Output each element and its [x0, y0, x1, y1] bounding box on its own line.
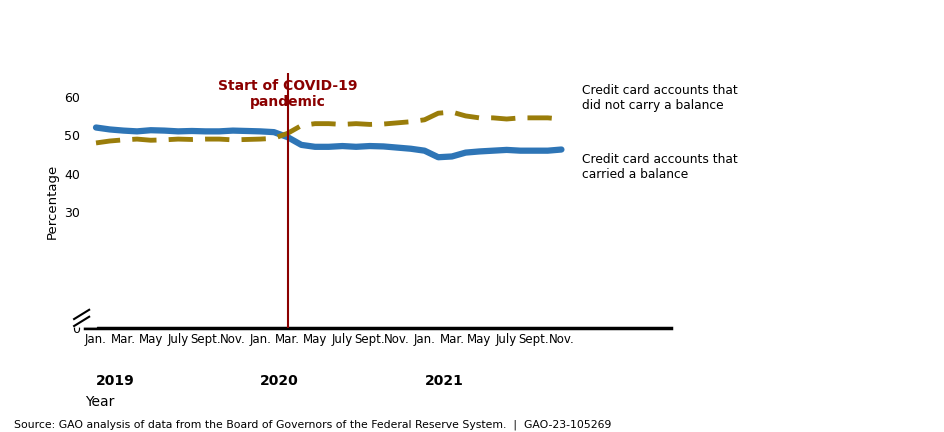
Text: 2019: 2019 [96, 374, 135, 388]
Text: Year: Year [85, 394, 114, 409]
Text: Start of COVID-19
pandemic: Start of COVID-19 pandemic [218, 79, 357, 109]
Text: Credit card accounts that
did not carry a balance: Credit card accounts that did not carry … [582, 84, 737, 112]
Text: 2021: 2021 [424, 374, 463, 388]
Y-axis label: Percentage: Percentage [45, 163, 59, 238]
Text: 2020: 2020 [260, 374, 298, 388]
Text: Source: GAO analysis of data from the Board of Governors of the Federal Reserve : Source: GAO analysis of data from the Bo… [14, 419, 611, 430]
Text: Credit card accounts that
carried a balance: Credit card accounts that carried a bala… [582, 153, 737, 181]
